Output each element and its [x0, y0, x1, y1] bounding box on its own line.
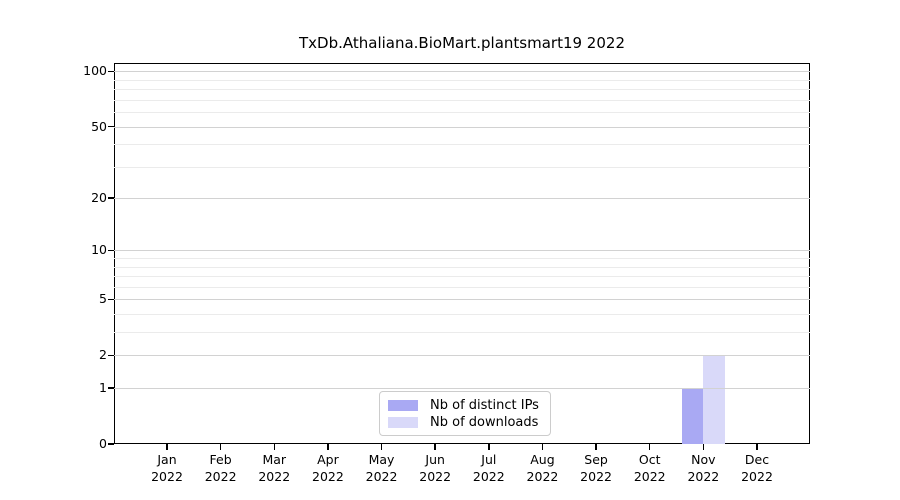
y-tick-0	[108, 443, 114, 445]
x-tick-may	[380, 444, 383, 450]
legend-label-downloads: Nb of downloads	[430, 414, 539, 430]
minor-gridline-y-30	[114, 166, 810, 168]
legend-swatch-distinct-ips	[388, 399, 418, 411]
minor-gridline-y-40	[114, 144, 810, 146]
x-tick-mar	[273, 444, 275, 450]
x-tick-label-oct: Oct 2022	[633, 452, 666, 484]
x-tick-dec	[756, 444, 758, 450]
gridline-y-2	[114, 355, 810, 357]
minor-gridline-y-8	[114, 266, 810, 268]
minor-gridline-y-3	[114, 332, 810, 334]
y-tick-50	[108, 125, 114, 128]
x-tick-label-apr: Apr 2022	[312, 452, 344, 484]
legend-entry-distinct-ips: Nb of distinct IPs	[388, 397, 539, 413]
legend-label-distinct-ips: Nb of distinct IPs	[430, 397, 539, 413]
y-tick-100	[108, 70, 114, 73]
y-tick-10	[108, 249, 114, 252]
minor-gridline-y-4	[114, 314, 810, 316]
x-tick-label-dec: Dec 2022	[741, 452, 773, 484]
x-tick-label-feb: Feb 2022	[204, 452, 237, 484]
minor-gridline-y-9	[114, 258, 810, 260]
bar-nov-nb-of-downloads	[703, 355, 725, 444]
minor-gridline-y-70	[114, 99, 810, 101]
gridline-y-1	[114, 388, 810, 390]
y-tick-5	[108, 298, 114, 300]
y-tick-label-0: 0	[99, 436, 107, 451]
gridline-y-10	[114, 250, 810, 252]
x-tick-apr	[327, 444, 329, 450]
legend-entry-downloads: Nb of downloads	[388, 414, 539, 430]
y-tick-label-5: 5	[99, 291, 107, 307]
chart-title: TxDb.Athaliana.BioMart.plantsmart19 2022	[298, 34, 625, 52]
gridline-y-50	[114, 126, 810, 128]
minor-gridline-y-7	[114, 276, 810, 278]
y-tick-label-20: 20	[91, 190, 107, 206]
x-tick-label-jul: Jul 2022	[472, 452, 505, 484]
x-tick-label-jun: Jun 2022	[419, 452, 452, 484]
minor-gridline-y-6	[114, 286, 810, 288]
minor-gridline-y-60	[114, 112, 810, 114]
y-tick-20	[108, 197, 114, 199]
minor-gridline-y-80	[114, 89, 810, 91]
y-tick-2	[108, 354, 114, 356]
x-tick-label-jan: Jan 2022	[151, 452, 183, 484]
y-tick-label-100: 100	[83, 63, 107, 79]
gridline-y-5	[114, 299, 810, 301]
y-tick-label-1: 1	[99, 380, 107, 396]
x-tick-sep	[595, 444, 597, 450]
gridline-y-20	[114, 198, 810, 200]
x-tick-nov	[702, 444, 705, 450]
x-tick-jun	[434, 444, 436, 450]
legend-swatch-downloads	[388, 416, 418, 428]
x-tick-label-aug: Aug 2022	[526, 452, 559, 484]
x-tick-aug	[541, 444, 544, 450]
plot-area	[114, 63, 810, 444]
y-tick-label-50: 50	[91, 118, 107, 134]
minor-gridline-y-90	[114, 79, 810, 81]
x-tick-label-nov: Nov 2022	[687, 452, 720, 484]
x-tick-label-may: May 2022	[365, 452, 398, 484]
x-tick-oct	[649, 444, 651, 450]
gridline-y-100	[114, 71, 810, 73]
bar-nov-nb-of-distinct-ips	[682, 388, 704, 444]
x-tick-label-sep: Sep 2022	[580, 452, 612, 484]
x-tick-label-mar: Mar 2022	[258, 452, 291, 484]
x-tick-jul	[488, 444, 490, 450]
legend: Nb of distinct IPs Nb of downloads	[379, 391, 551, 436]
y-tick-label-10: 10	[91, 242, 107, 258]
x-tick-jan	[166, 444, 168, 450]
y-tick-label-2: 2	[99, 347, 107, 363]
x-tick-feb	[219, 444, 222, 450]
y-tick-1	[108, 387, 114, 389]
